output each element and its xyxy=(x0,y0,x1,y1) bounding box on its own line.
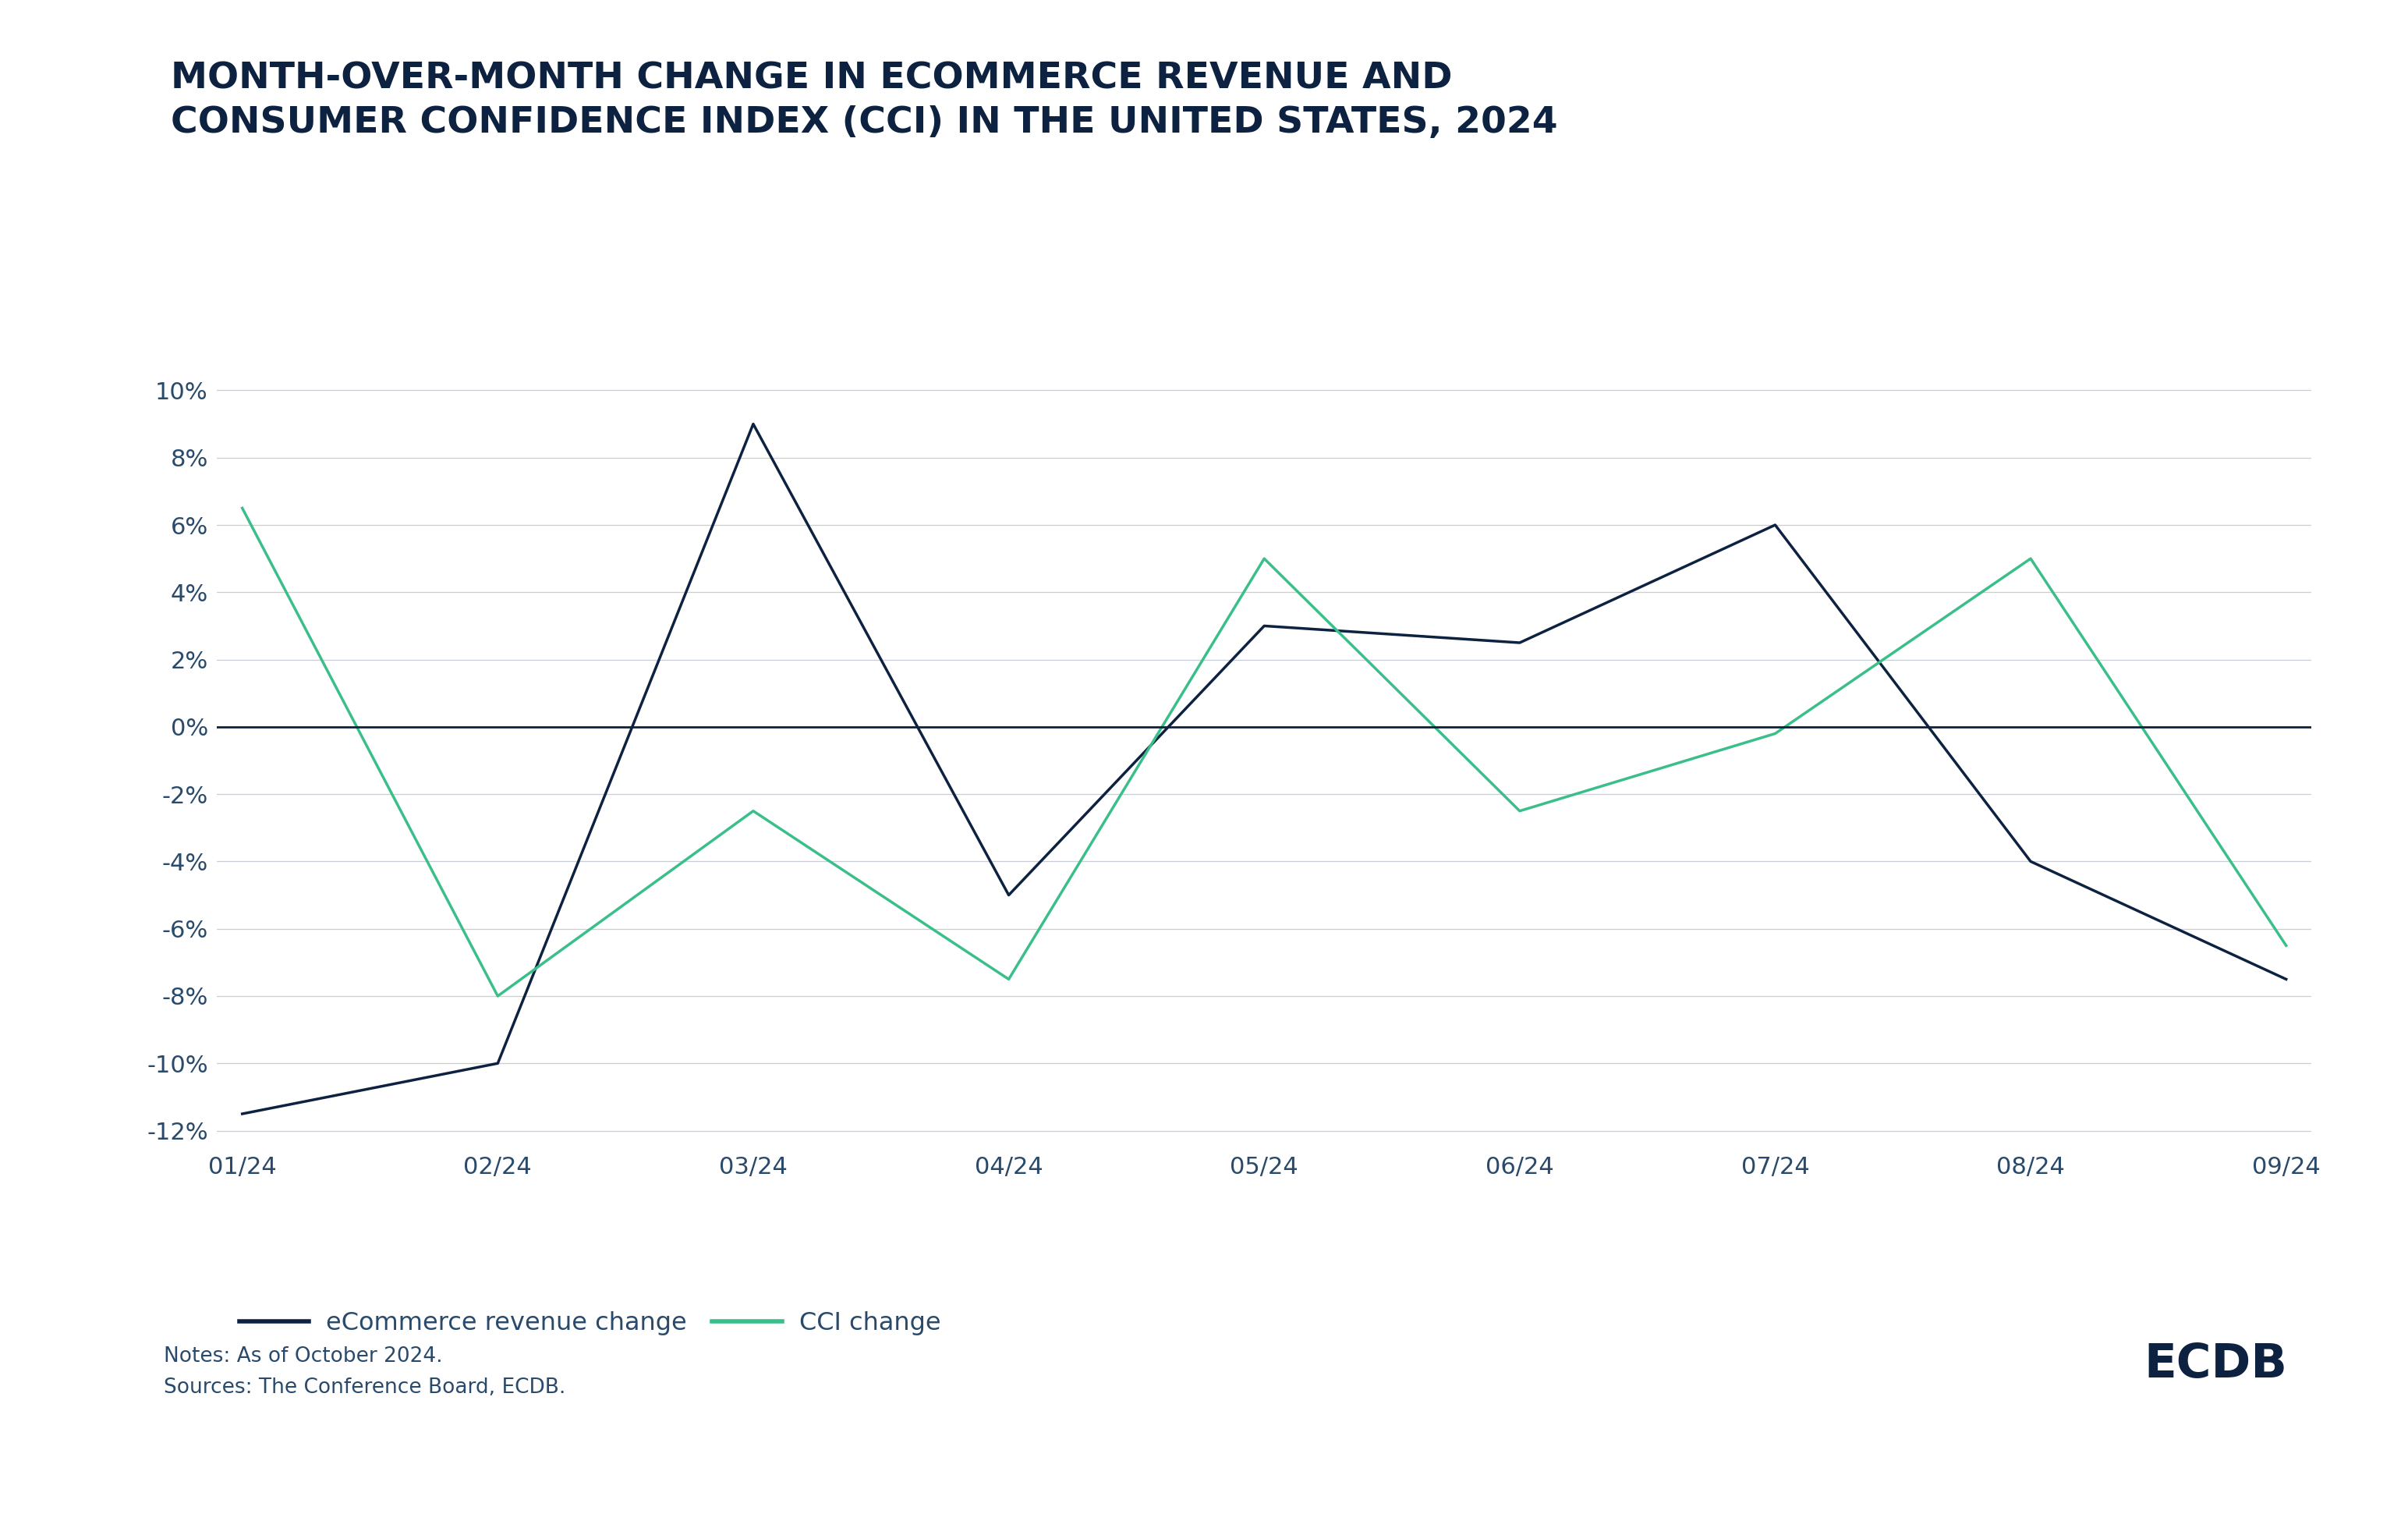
Text: ECDB: ECDB xyxy=(2143,1342,2288,1387)
Legend: eCommerce revenue change, CCI change: eCommerce revenue change, CCI change xyxy=(229,1302,951,1346)
Text: Notes: As of October 2024.
Sources: The Conference Board, ECDB.: Notes: As of October 2024. Sources: The … xyxy=(164,1346,566,1398)
Text: MONTH-OVER-MONTH CHANGE IN ECOMMERCE REVENUE AND
CONSUMER CONFIDENCE INDEX (CCI): MONTH-OVER-MONTH CHANGE IN ECOMMERCE REV… xyxy=(171,61,1558,140)
